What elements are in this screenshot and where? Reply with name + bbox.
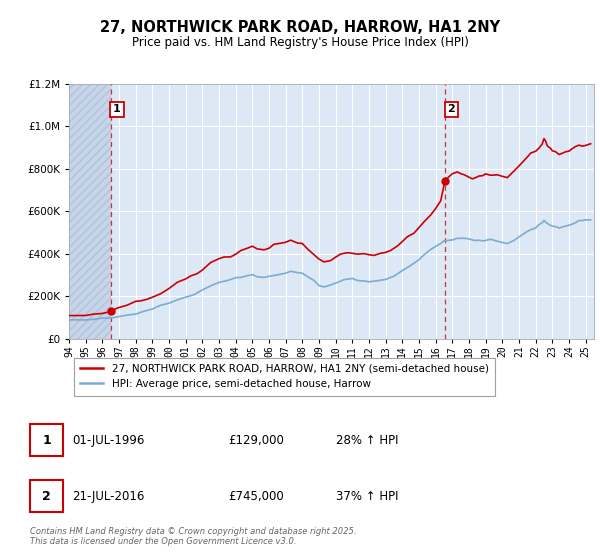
Text: £129,000: £129,000: [228, 433, 284, 447]
Text: 1: 1: [42, 433, 51, 447]
Text: 37% ↑ HPI: 37% ↑ HPI: [336, 489, 398, 503]
Text: Contains HM Land Registry data © Crown copyright and database right 2025.
This d: Contains HM Land Registry data © Crown c…: [30, 526, 356, 546]
Text: 2: 2: [42, 489, 51, 503]
Text: 28% ↑ HPI: 28% ↑ HPI: [336, 433, 398, 447]
Text: 2: 2: [448, 105, 455, 114]
Text: 1: 1: [113, 105, 121, 114]
Bar: [69, 84, 110, 339]
Text: Price paid vs. HM Land Registry's House Price Index (HPI): Price paid vs. HM Land Registry's House …: [131, 36, 469, 49]
Text: 01-JUL-1996: 01-JUL-1996: [72, 433, 145, 447]
Legend: 27, NORTHWICK PARK ROAD, HARROW, HA1 2NY (semi-detached house), HPI: Average pri: 27, NORTHWICK PARK ROAD, HARROW, HA1 2NY…: [74, 357, 495, 396]
Text: 27, NORTHWICK PARK ROAD, HARROW, HA1 2NY: 27, NORTHWICK PARK ROAD, HARROW, HA1 2NY: [100, 20, 500, 35]
Text: £745,000: £745,000: [228, 489, 284, 503]
Text: 21-JUL-2016: 21-JUL-2016: [72, 489, 145, 503]
